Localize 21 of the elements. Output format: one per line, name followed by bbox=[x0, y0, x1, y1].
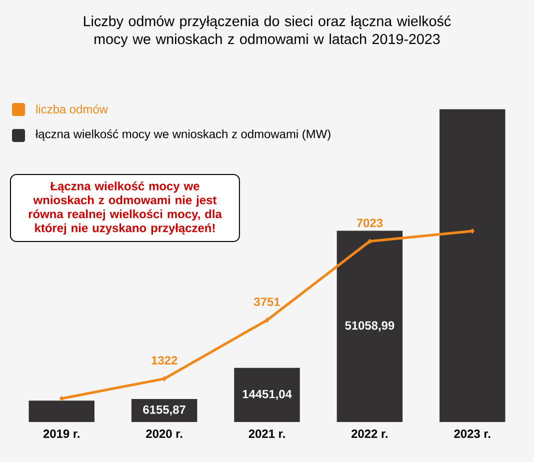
bar bbox=[336, 230, 403, 422]
point bbox=[162, 376, 166, 382]
data-label: 7023 bbox=[356, 218, 383, 228]
data-label: 3751 bbox=[254, 298, 280, 306]
annotation: Łączna wielkość mocy we wnioskach z odmowami nie jest równa realnej wielkości mocy, dla której nie uzyskano przyłączeń! bbox=[28, 181, 222, 235]
x-tick-label: 2021 r. bbox=[248, 430, 285, 438]
data-label: 51058,99 bbox=[345, 321, 394, 332]
bar bbox=[440, 109, 506, 422]
data-label: 6155,87 bbox=[143, 405, 186, 416]
bar bbox=[234, 368, 300, 422]
point bbox=[264, 317, 270, 323]
data-label: 14451,04 bbox=[242, 390, 292, 400]
bar bbox=[28, 400, 94, 422]
legend-label: łączna wielkość mocy we wnioskach z odmowami (MW) bbox=[36, 129, 330, 141]
x-tick-label: 2020 r. bbox=[146, 430, 182, 438]
x-tick-label: 2022 r. bbox=[352, 430, 388, 438]
x-tick-label: 2019 r. bbox=[43, 430, 80, 438]
x-tick-label: 2023 r. bbox=[454, 430, 490, 438]
chart-title: Liczby odmów przyłączenia do sieci oraz łączna wielkość mocy we wnioskach z odmowami w latach 2019-2023 bbox=[84, 16, 451, 47]
legend-label: liczba odmów bbox=[36, 104, 108, 114]
data-label: 1322 bbox=[152, 356, 178, 365]
